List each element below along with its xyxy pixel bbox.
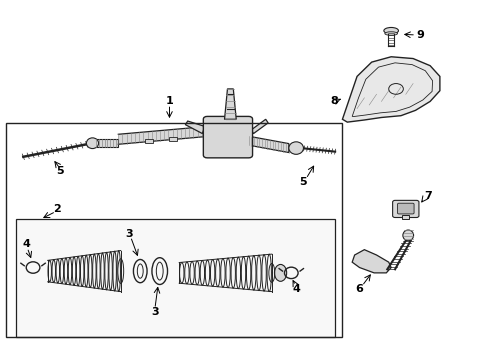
Text: 5: 5 <box>300 177 307 187</box>
FancyBboxPatch shape <box>397 203 414 214</box>
Bar <box>145 139 153 143</box>
Ellipse shape <box>274 265 287 281</box>
Text: 9: 9 <box>416 30 424 40</box>
Text: 3: 3 <box>126 229 133 239</box>
FancyBboxPatch shape <box>203 116 252 158</box>
Ellipse shape <box>385 32 397 35</box>
Ellipse shape <box>403 230 414 241</box>
FancyBboxPatch shape <box>392 201 419 217</box>
Polygon shape <box>343 57 440 122</box>
Text: 6: 6 <box>356 284 364 294</box>
Bar <box>97 139 118 147</box>
Polygon shape <box>185 121 205 134</box>
Text: 4: 4 <box>292 284 300 294</box>
Text: 3: 3 <box>151 307 159 317</box>
Text: 4: 4 <box>23 239 31 249</box>
Polygon shape <box>118 127 206 144</box>
Text: 2: 2 <box>53 203 61 213</box>
Text: 8: 8 <box>330 96 338 107</box>
Polygon shape <box>224 89 236 119</box>
Polygon shape <box>352 249 391 273</box>
Polygon shape <box>251 119 268 134</box>
Bar <box>169 137 176 141</box>
Polygon shape <box>248 136 289 153</box>
Ellipse shape <box>86 138 98 149</box>
Bar <box>402 215 409 219</box>
Ellipse shape <box>384 27 398 34</box>
Text: 7: 7 <box>424 191 432 201</box>
Bar <box>16 219 335 337</box>
Bar <box>6 123 343 337</box>
Text: 5: 5 <box>56 166 64 176</box>
Ellipse shape <box>289 142 303 154</box>
Text: 1: 1 <box>166 96 173 107</box>
